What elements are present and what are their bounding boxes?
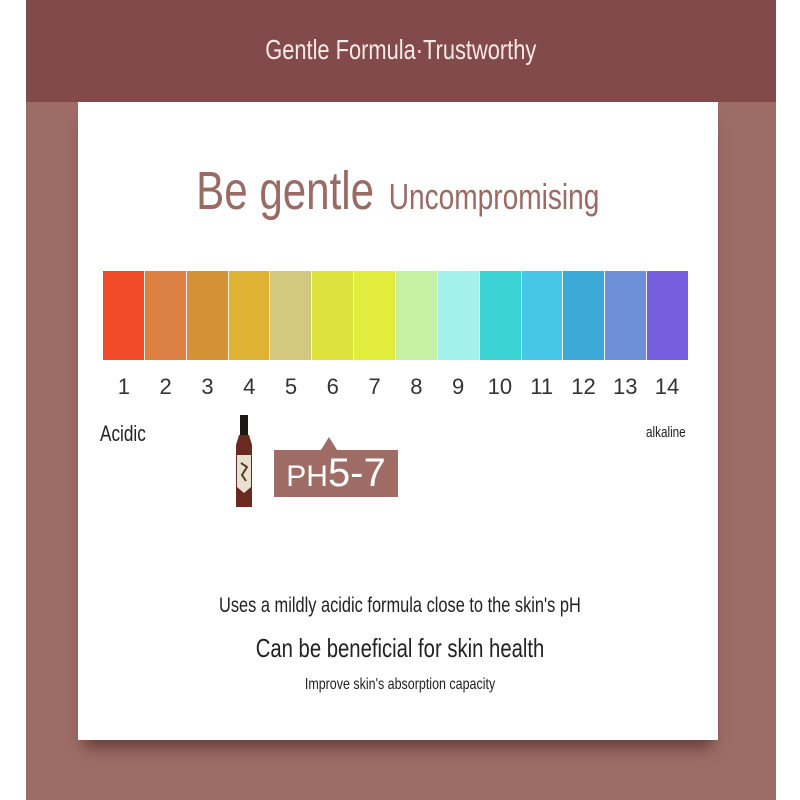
ph-label-4: 4 [243,374,256,399]
ph-bar-9 [437,271,480,360]
ph-bar-7 [354,271,397,360]
ph-bar-6 [312,271,355,360]
ph-scale-labels: 1 2 3 4 5 6 7 8 9 10 11 12 13 14 [103,374,688,400]
ph-label-13: 13 [613,374,638,399]
ph-bar-12 [563,271,606,360]
ph-label-12: 12 [571,374,596,399]
ph-label-6: 6 [326,374,339,399]
ph-label-5: 5 [284,374,298,399]
ph-bar-2 [144,271,187,360]
header-title: Gentle Formula·Trustworthy [265,34,537,65]
headline-main: Be gentle [195,161,374,221]
ph-label-2: 2 [159,374,172,399]
product-bottle-image [236,415,252,507]
ph-label-11: 11 [530,374,554,399]
ph-bar-4 [228,271,271,360]
description-line-2: Can be beneficial for skin health [255,633,545,663]
ph-bar-11 [521,271,564,360]
headline-sub: Uncompromising [388,176,600,217]
ph-bar-1 [103,271,145,360]
ph-label-14: 14 [654,374,680,399]
headline: Be gentle Uncompromising [0,160,800,222]
acidic-label: Acidic [100,421,146,446]
description-line-1: Uses a mildly acidic formula close to th… [219,594,581,617]
ph-bar-13 [605,271,648,360]
content-card [78,102,718,740]
alkaline-label: alkaline [646,424,686,441]
header-banner: Gentle Formula·Trustworthy [26,0,776,102]
ph-label-3: 3 [201,374,214,399]
description-line-3: Improve skin's absorption capacity [304,676,496,693]
ph-label-9: 9 [452,374,465,399]
ph-range-badge: PH5-7 [274,437,398,497]
ph-label-8: 8 [410,374,423,399]
ph-bar-8 [396,271,438,360]
ph-bar-3 [186,271,229,360]
ph-label-10: 10 [487,374,513,399]
ph-label-7: 7 [368,374,381,399]
ph-bar-10 [479,271,522,360]
ph-bar-14 [647,271,689,360]
ph-color-scale [103,271,689,360]
ph-label-1: 1 [117,374,131,399]
ph-bar-5 [270,271,313,360]
